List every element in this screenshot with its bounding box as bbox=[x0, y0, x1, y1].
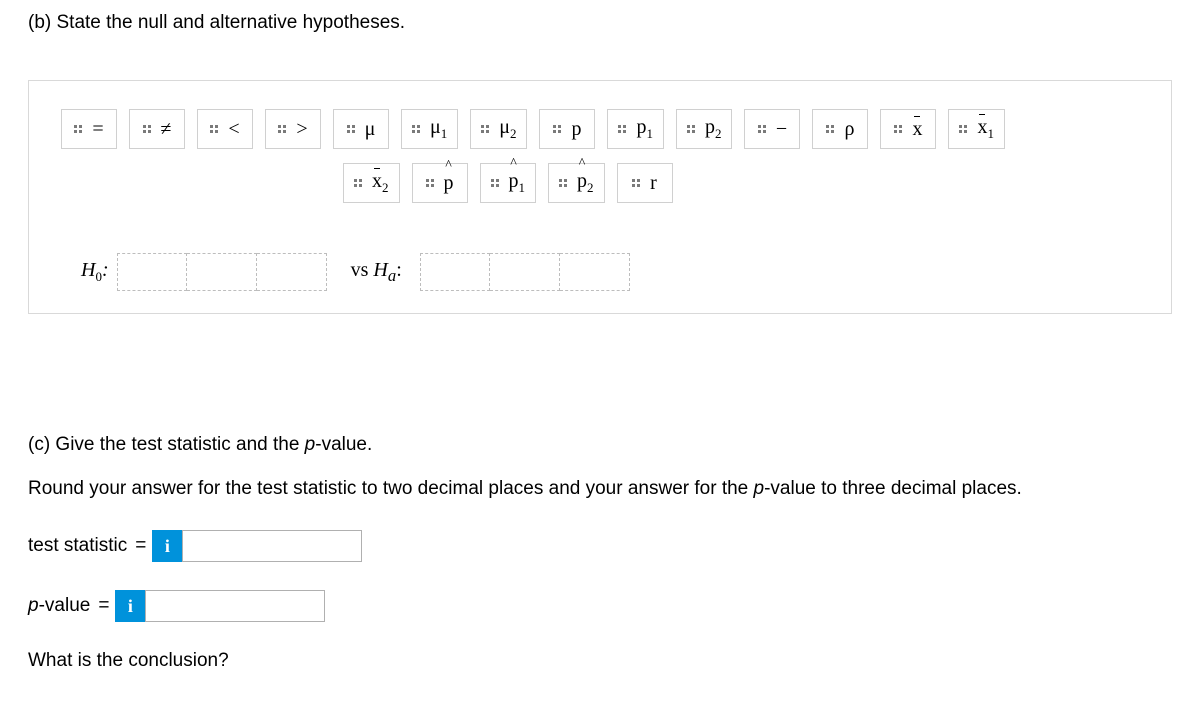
alt-hypothesis-dropzone[interactable] bbox=[420, 253, 630, 291]
drag-handle-icon bbox=[826, 125, 834, 133]
chip-symbol: x bbox=[912, 118, 922, 141]
chip-lt[interactable]: < bbox=[197, 109, 253, 149]
equals-sign: = bbox=[98, 595, 109, 617]
chip-neq[interactable]: ≠ bbox=[129, 109, 185, 149]
chip-symbol: − bbox=[776, 118, 787, 141]
chip-phat2[interactable]: p2 bbox=[548, 163, 605, 203]
chip-phat[interactable]: p bbox=[412, 163, 468, 203]
drop-slot[interactable] bbox=[187, 253, 257, 291]
drag-handle-icon bbox=[210, 125, 218, 133]
drag-handle-icon bbox=[74, 125, 82, 133]
drop-slot[interactable] bbox=[420, 253, 490, 291]
drag-handle-icon bbox=[559, 179, 567, 187]
null-hypothesis-label: H0: bbox=[81, 259, 109, 285]
question-b-text: (b) State the null and alternative hypot… bbox=[28, 0, 1172, 38]
section-c: (c) Give the test statistic and the p-va… bbox=[28, 434, 1172, 672]
chip-symbol: < bbox=[228, 118, 239, 141]
chip-symbol: p bbox=[571, 118, 581, 141]
drop-slot[interactable] bbox=[560, 253, 630, 291]
chip-symbol: p1 bbox=[636, 116, 653, 142]
drag-handle-icon bbox=[553, 125, 561, 133]
drag-handle-icon bbox=[894, 125, 902, 133]
drag-handle-icon bbox=[481, 125, 489, 133]
drag-handle-icon bbox=[426, 179, 434, 187]
chip-gt[interactable]: > bbox=[265, 109, 321, 149]
chip-phat1[interactable]: p1 bbox=[480, 163, 537, 203]
chip-symbol: = bbox=[92, 118, 103, 141]
chip-symbol: p2 bbox=[577, 170, 594, 196]
section-c-title: (c) Give the test statistic and the p-va… bbox=[28, 434, 1172, 456]
palette-row-2: x2 p p1 p2 r bbox=[61, 163, 1139, 203]
p-value-input[interactable] bbox=[145, 590, 325, 622]
test-statistic-input[interactable] bbox=[182, 530, 362, 562]
drag-handle-icon bbox=[491, 179, 499, 187]
chip-xbar[interactable]: x bbox=[880, 109, 936, 149]
chip-symbol: μ2 bbox=[499, 116, 516, 142]
drop-slot[interactable] bbox=[117, 253, 187, 291]
vs-label: vs Ha: bbox=[351, 259, 402, 286]
drag-handle-icon bbox=[278, 125, 286, 133]
rounding-instructions: Round your answer for the test statistic… bbox=[28, 478, 1172, 500]
drop-slot[interactable] bbox=[490, 253, 560, 291]
chip-p1[interactable]: p1 bbox=[607, 109, 664, 149]
test-statistic-label: test statistic bbox=[28, 535, 127, 557]
chip-symbol: p1 bbox=[509, 170, 526, 196]
null-hypothesis-dropzone[interactable] bbox=[117, 253, 327, 291]
chip-xbar1[interactable]: x1 bbox=[948, 109, 1005, 149]
conclusion-question: What is the conclusion? bbox=[28, 650, 1172, 672]
chip-r[interactable]: r bbox=[617, 163, 673, 203]
p-value-row: p-value = i bbox=[28, 590, 1172, 622]
chip-symbol: > bbox=[296, 118, 307, 141]
drag-handle-icon bbox=[687, 125, 695, 133]
chip-xbar2[interactable]: x2 bbox=[343, 163, 400, 203]
chip-symbol: r bbox=[650, 172, 657, 195]
drag-handle-icon bbox=[618, 125, 626, 133]
chip-symbol: p2 bbox=[705, 116, 722, 142]
chip-rho[interactable]: ρ bbox=[812, 109, 868, 149]
chip-mu[interactable]: μ bbox=[333, 109, 389, 149]
drag-handle-icon bbox=[412, 125, 420, 133]
chip-symbol: x1 bbox=[977, 116, 994, 142]
drag-handle-icon bbox=[354, 179, 362, 187]
drag-handle-icon bbox=[143, 125, 151, 133]
equals-sign: = bbox=[135, 535, 146, 557]
chip-mu2[interactable]: μ2 bbox=[470, 109, 527, 149]
drag-handle-icon bbox=[347, 125, 355, 133]
symbol-palette: = ≠ < > μ μ1 μ2 p p1 p2 − ρ x x1 x2 p p1 p2 r H0: vs Ha: bbox=[28, 80, 1172, 314]
chip-mu1[interactable]: μ1 bbox=[401, 109, 458, 149]
drag-handle-icon bbox=[632, 179, 640, 187]
chip-symbol: p bbox=[444, 172, 454, 195]
chip-symbol: ρ bbox=[844, 118, 854, 141]
chip-symbol: x2 bbox=[372, 170, 389, 196]
info-button[interactable]: i bbox=[115, 590, 145, 622]
chip-p[interactable]: p bbox=[539, 109, 595, 149]
test-statistic-row: test statistic = i bbox=[28, 530, 1172, 562]
chip-p2[interactable]: p2 bbox=[676, 109, 733, 149]
chip-symbol: μ1 bbox=[430, 116, 447, 142]
chip-equals[interactable]: = bbox=[61, 109, 117, 149]
p-value-label: p-value bbox=[28, 595, 90, 617]
hypotheses-row: H0: vs Ha: bbox=[61, 253, 1139, 291]
drag-handle-icon bbox=[758, 125, 766, 133]
palette-row-1: = ≠ < > μ μ1 μ2 p p1 p2 − ρ x x1 bbox=[61, 109, 1139, 149]
info-button[interactable]: i bbox=[152, 530, 182, 562]
drag-handle-icon bbox=[959, 125, 967, 133]
chip-symbol: ≠ bbox=[161, 118, 172, 141]
chip-symbol: μ bbox=[365, 118, 376, 141]
chip-minus[interactable]: − bbox=[744, 109, 800, 149]
drop-slot[interactable] bbox=[257, 253, 327, 291]
